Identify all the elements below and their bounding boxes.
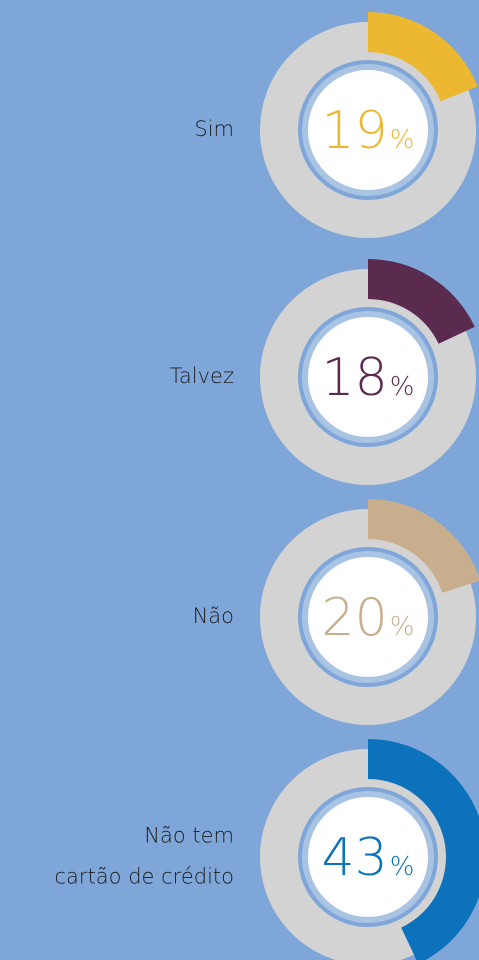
percent-label: 43%: [322, 828, 415, 888]
value-arc: [368, 739, 479, 960]
inner-disc: [308, 317, 428, 437]
category-label: Talvez: [170, 364, 234, 388]
category-label: cartão de crédito: [55, 865, 234, 889]
inner-disc: [308, 70, 428, 190]
value-arc: [368, 499, 479, 593]
value-arc: [368, 259, 475, 344]
value-arc: [368, 12, 478, 102]
inner-disc: [308, 797, 428, 917]
category-label: Sim: [194, 117, 234, 141]
percent-label: 20%: [322, 588, 415, 648]
category-label: Não tem: [144, 824, 234, 848]
percent-label: 18%: [322, 348, 415, 408]
category-label: Não: [193, 604, 234, 628]
inner-disc: [308, 557, 428, 677]
percent-label: 19%: [322, 101, 415, 161]
